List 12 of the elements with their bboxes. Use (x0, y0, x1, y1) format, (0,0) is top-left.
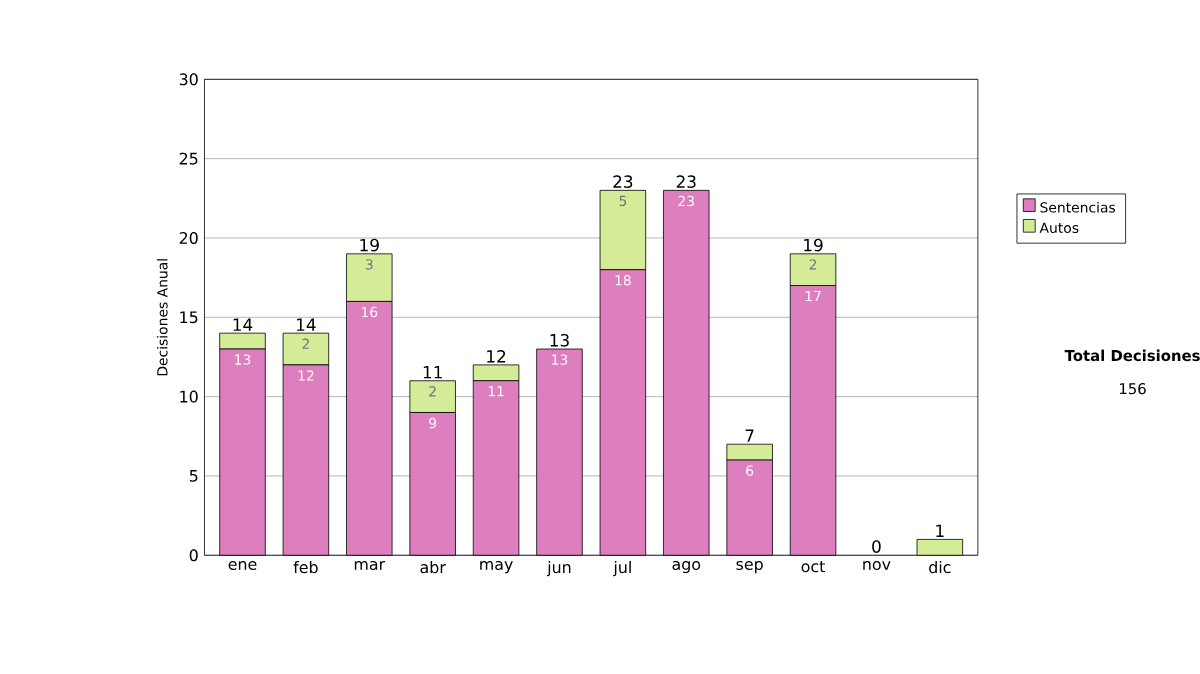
total-label: 19 (804, 238, 823, 252)
total-label: 1 (936, 524, 944, 537)
total-label: 19 (360, 238, 379, 252)
total-label: 23 (676, 175, 696, 188)
total-label: 0 (872, 540, 881, 553)
total-label: 14 (297, 318, 316, 331)
total-label: 14 (233, 318, 253, 331)
total-label: 7 (745, 429, 754, 442)
total-label: 23 (613, 175, 633, 188)
total-label: 13 (550, 333, 569, 347)
total-label: 12 (487, 349, 506, 363)
total-label: 11 (423, 365, 442, 379)
